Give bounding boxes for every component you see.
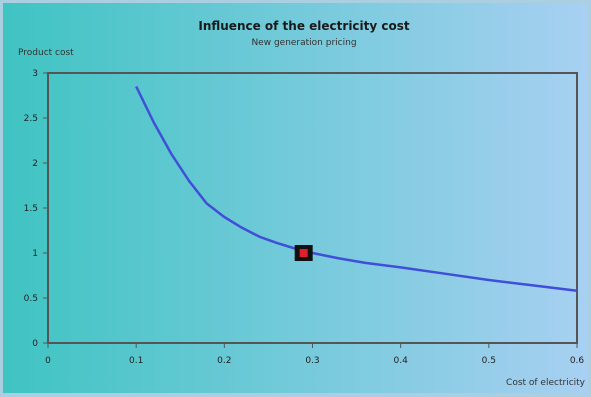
y-tick-label: 2.5 (24, 114, 38, 124)
x-tick-label: 0 (45, 356, 51, 366)
x-tick-label: 0.3 (305, 356, 319, 366)
y-axis-label: Product cost (18, 48, 74, 58)
highlight-marker-center (299, 249, 308, 257)
series-line (135, 85, 578, 293)
chart-subtitle: New generation pricing (251, 38, 356, 48)
x-tick-label: 0.6 (570, 356, 585, 366)
y-tick-label: 1.5 (24, 204, 38, 214)
y-tick-label: 0 (32, 339, 38, 349)
y-tick-label: 0.5 (24, 294, 38, 304)
y-tick-label: 1 (32, 249, 38, 259)
ticks-layer: 0 0.1 0.2 0.3 0.4 0.5 0.6 0 0.5 1 1.5 2 2.5 3 (24, 69, 585, 366)
marker-layer (294, 245, 313, 261)
y-tick-label: 3 (32, 69, 38, 79)
y-tick-label: 2 (32, 159, 38, 169)
chart-title: Influence of the electricity cost (198, 19, 410, 33)
x-tick-label: 0.5 (482, 356, 496, 366)
x-tick-label: 0.2 (217, 356, 231, 366)
chart-background (3, 3, 588, 393)
x-tick-label: 0.1 (129, 356, 143, 366)
x-axis-label: Cost of electricity (506, 378, 586, 388)
x-tick-label: 0.4 (394, 356, 409, 366)
series-layer (135, 85, 578, 293)
